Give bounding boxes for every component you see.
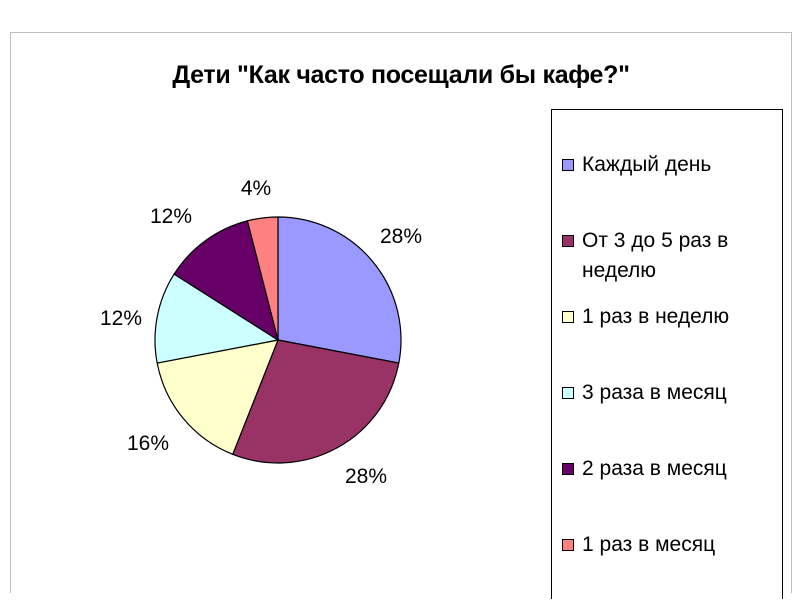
pie-chart: 28% 28% 16% 12% 12% 4%	[100, 177, 422, 488]
legend-label: 3 раза в месяц	[582, 381, 727, 404]
legend-label: 1 раз в месяц	[582, 533, 716, 556]
legend: Каждый день От 3 до 5 раз в неделю 1 раз…	[551, 109, 783, 599]
chart-title: Дети "Как часто посещали бы кафе?"	[172, 61, 630, 89]
legend-item: 1 раз в месяц	[562, 530, 782, 560]
legend-swatch	[562, 463, 574, 475]
legend-label: От 3 до 5 раз в неделю	[582, 229, 729, 282]
chart-area: Дети "Как часто посещали бы кафе?" 28% 28…	[10, 32, 792, 599]
legend-item: 1 раз в неделю	[562, 302, 782, 332]
legend-item: От 3 до 5 раз в неделю	[562, 226, 782, 286]
data-label: 12%	[150, 205, 192, 228]
legend-swatch	[562, 539, 574, 551]
data-label: 28%	[345, 465, 387, 488]
legend-label: 2 раза в месяц	[582, 457, 727, 480]
pie-slice	[173, 220, 279, 342]
legend-label: Каждый день	[582, 153, 712, 176]
pie-slice	[231, 339, 400, 464]
pie-slice	[246, 216, 279, 341]
legend-item: 3 раза в месяц	[562, 378, 782, 408]
data-label: 4%	[241, 177, 271, 200]
legend-label: 1 раз в неделю	[582, 305, 730, 328]
legend-swatch	[562, 311, 574, 323]
legend-swatch	[562, 159, 574, 171]
data-label: 16%	[127, 432, 169, 455]
legend-item: 2 раза в месяц	[562, 454, 782, 484]
data-label: 12%	[100, 307, 142, 330]
legend-swatch	[562, 235, 574, 247]
pie-slice	[277, 216, 402, 364]
data-label: 28%	[380, 225, 422, 248]
legend-swatch	[562, 387, 574, 399]
legend-item: Каждый день	[562, 150, 782, 180]
pie-slice	[154, 273, 280, 364]
pie-slice	[156, 339, 279, 456]
